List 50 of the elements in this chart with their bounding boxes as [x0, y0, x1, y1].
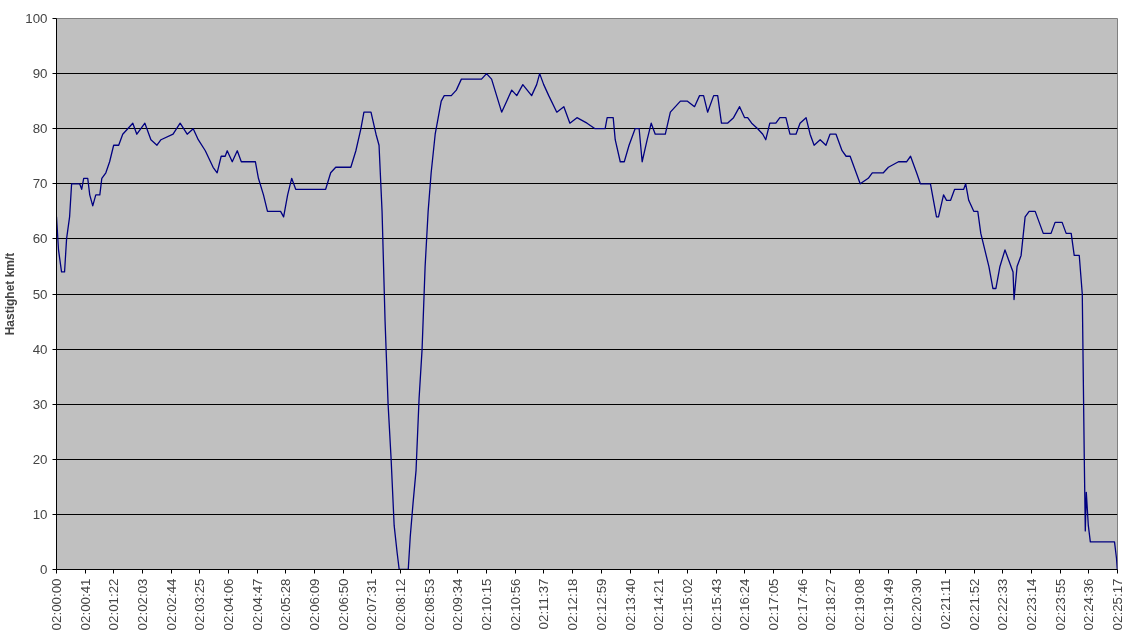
x-tick-label: 02:18:27 — [823, 578, 839, 631]
y-tick-label: 100 — [25, 11, 48, 26]
x-tick-label: 02:21:11 — [937, 578, 953, 630]
x-tick-label: 02:23:55 — [1052, 578, 1068, 631]
x-tick-label: 02:12:18 — [565, 578, 581, 631]
y-tick-label: 0 — [40, 562, 48, 577]
y-tick-label: 90 — [32, 66, 48, 82]
x-tick-label: 02:08:12 — [393, 578, 409, 631]
x-tick-label: 02:08:53 — [421, 578, 437, 631]
x-tick-label: 02:19:49 — [880, 578, 896, 631]
x-tick-label: 02:13:40 — [622, 578, 638, 631]
x-tick-label: 02:15:43 — [708, 578, 724, 631]
x-tick-label: 02:11:37 — [536, 578, 552, 630]
x-tick-label: 02:21:52 — [966, 578, 982, 631]
x-tick-label: 02:23:14 — [1023, 577, 1039, 631]
y-tick-label: 30 — [32, 396, 48, 412]
x-tick-label: 02:04:47 — [249, 578, 265, 631]
x-tick-label: 02:12:59 — [593, 578, 609, 631]
x-tick-label: 02:17:46 — [794, 578, 810, 631]
y-tick-label: 40 — [32, 341, 48, 357]
x-tick-label: 02:03:25 — [192, 578, 208, 631]
y-tick-label: 60 — [32, 231, 48, 247]
x-tick-label: 02:07:31 — [364, 578, 380, 631]
x-tick-label: 02:19:08 — [851, 578, 867, 631]
x-tick-label: 02:25:17 — [1110, 578, 1125, 631]
x-tick-label: 02:16:24 — [737, 577, 753, 631]
x-tick-label: 02:01:22 — [106, 578, 122, 631]
x-tick-label: 02:06:09 — [307, 578, 323, 631]
y-tick-label: 70 — [32, 176, 48, 192]
x-tick-label: 02:05:28 — [278, 578, 294, 631]
x-tick-label: 02:00:00 — [49, 578, 64, 631]
y-tick-label: 80 — [32, 121, 48, 137]
x-tick-label: 02:10:15 — [479, 578, 495, 631]
x-tick-label: 02:17:05 — [765, 578, 781, 631]
x-tick-label: 02:02:03 — [135, 578, 151, 631]
x-tick-label: 02:10:56 — [507, 578, 523, 631]
y-tick-label: 10 — [32, 506, 48, 522]
x-tick-label: 02:14:21 — [651, 578, 667, 631]
x-tick-label: 02:22:33 — [995, 578, 1011, 631]
x-tick-label: 02:09:34 — [450, 577, 466, 631]
y-tick-label: 20 — [32, 451, 48, 467]
x-tick-label: 02:04:06 — [221, 578, 237, 631]
x-tick-label: 02:02:44 — [163, 577, 179, 631]
x-tick-label: 02:00:41 — [77, 578, 93, 631]
x-tick-label: 02:15:02 — [679, 578, 695, 631]
x-tick-label: 02:20:30 — [909, 578, 925, 631]
x-tick-label: 02:24:36 — [1081, 578, 1097, 631]
y-tick-label: 50 — [32, 286, 48, 302]
y-axis-title: Hastighet km/t — [3, 252, 18, 336]
x-tick-label: 02:06:50 — [335, 578, 351, 631]
